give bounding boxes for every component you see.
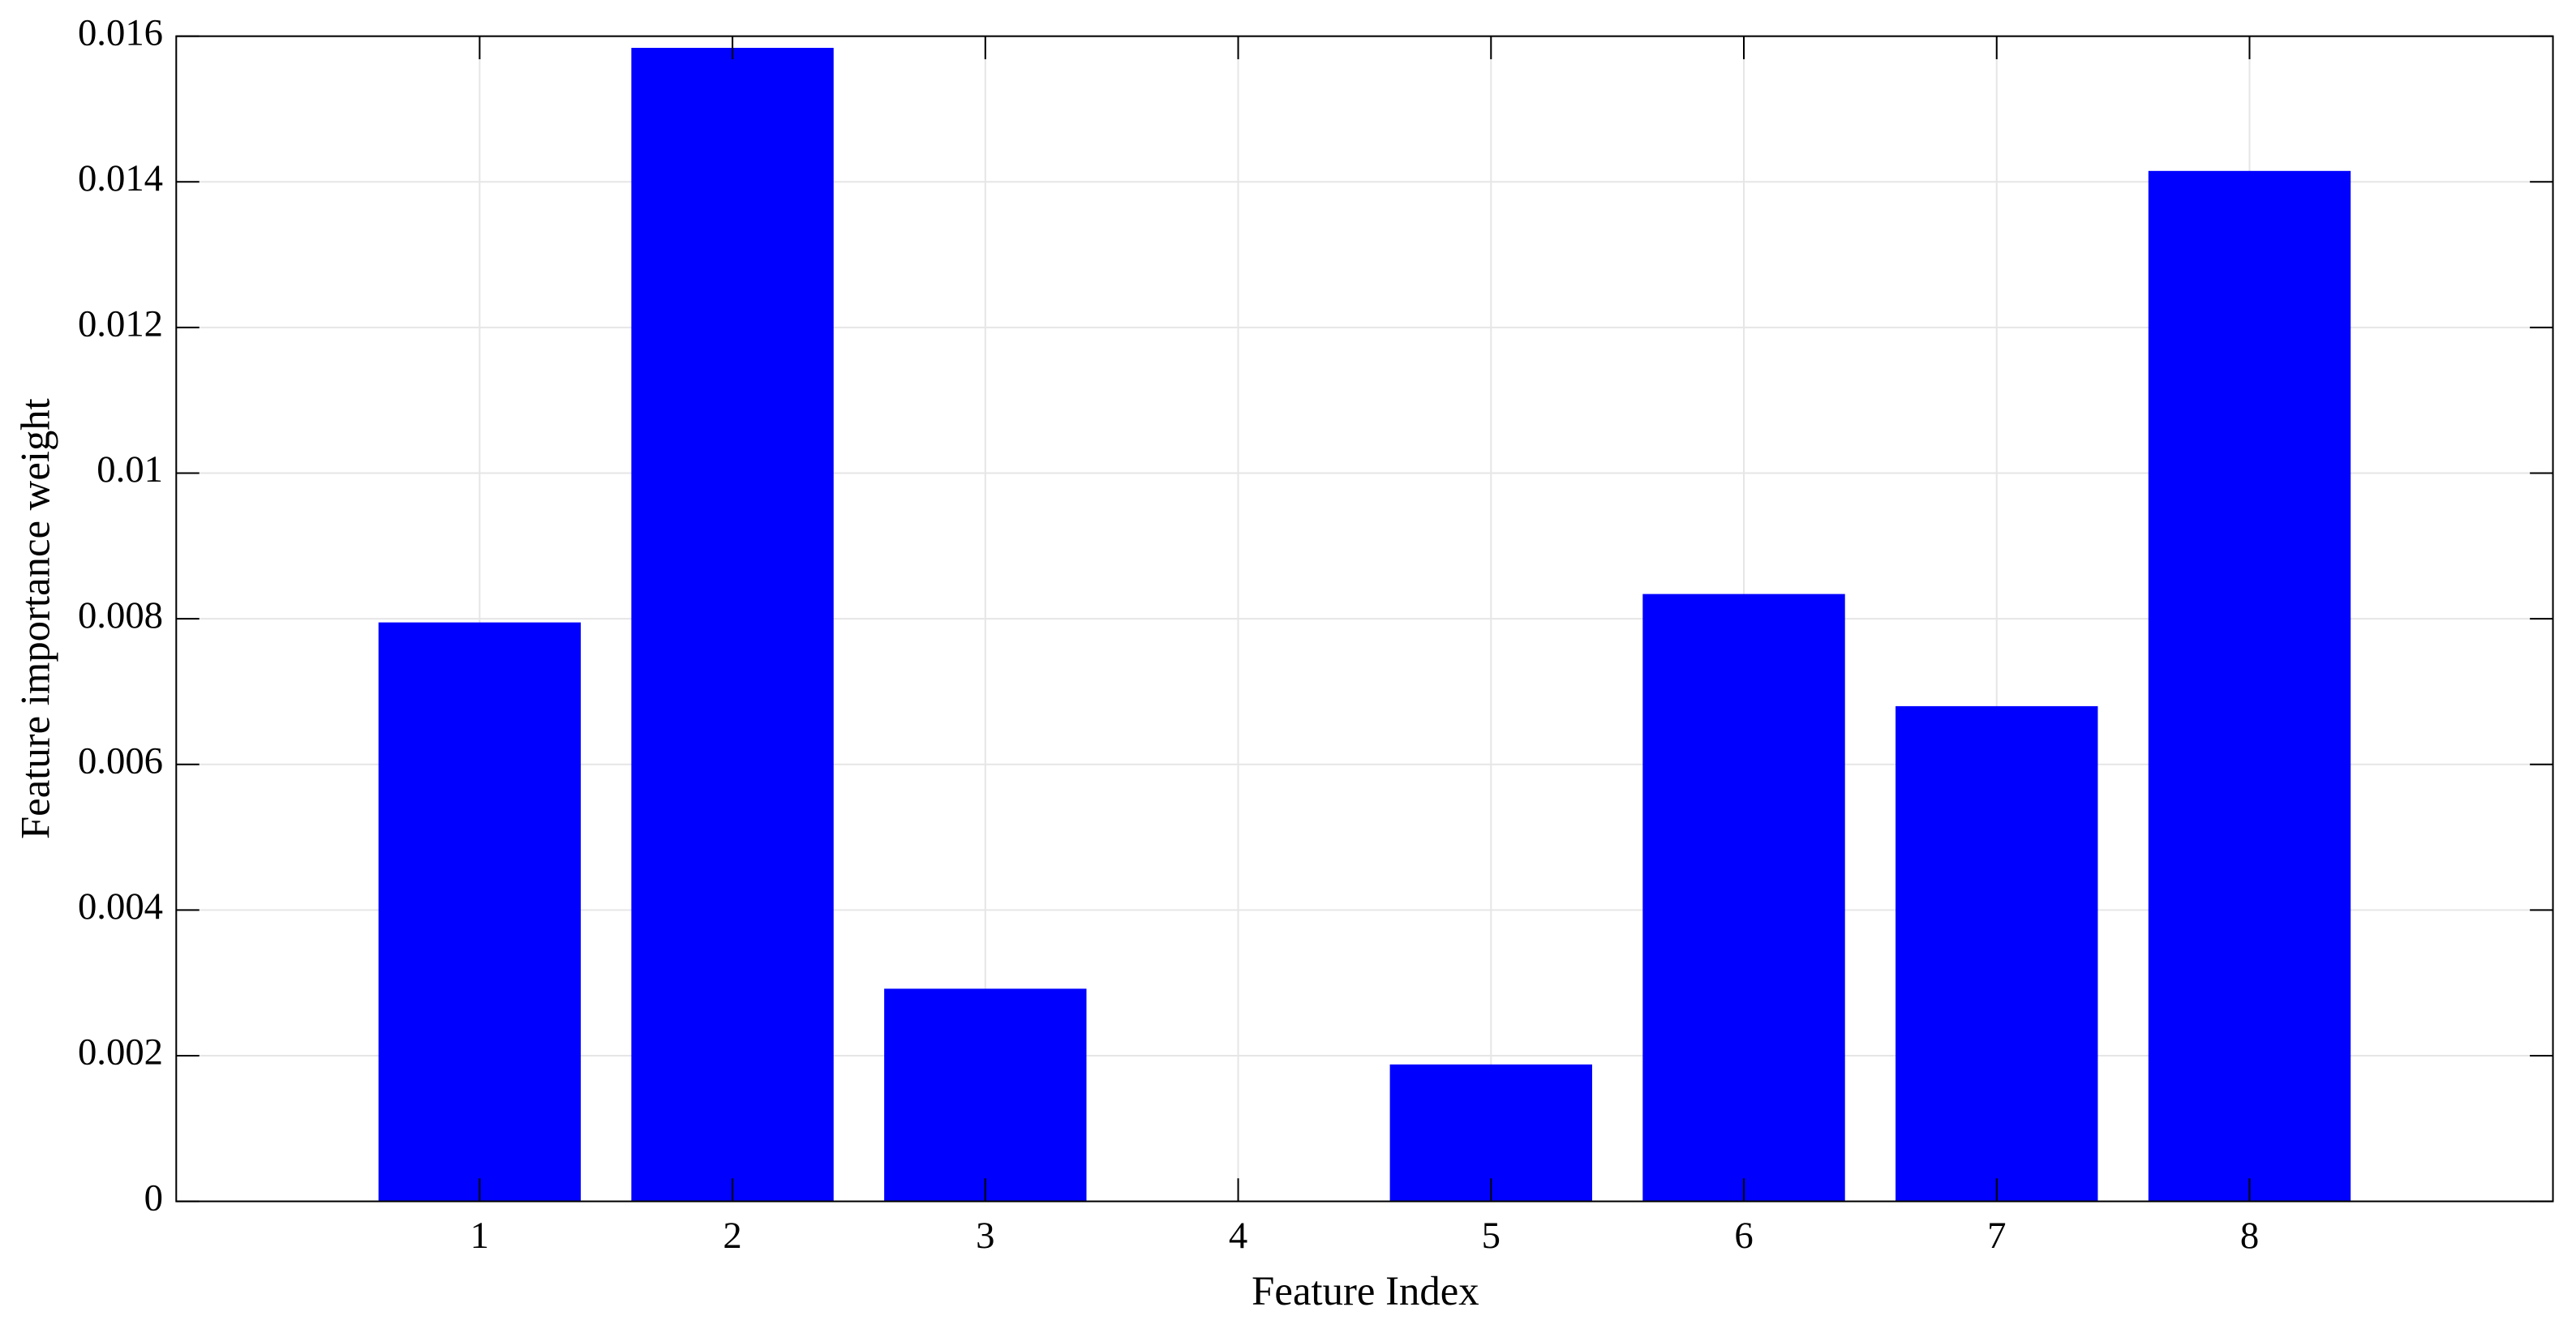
y-tick-label: 0 [144, 1177, 163, 1219]
x-tick-label: 7 [1987, 1215, 2006, 1257]
y-tick-label: 0.014 [78, 157, 163, 199]
bar [378, 622, 582, 1202]
bar [2148, 170, 2351, 1202]
x-tick-label: 2 [723, 1215, 741, 1257]
bar [1642, 594, 1845, 1202]
bar [884, 988, 1087, 1202]
bar [631, 48, 834, 1202]
bar [1896, 705, 2098, 1202]
x-tick-label: 8 [2240, 1215, 2259, 1257]
y-tick-label: 0.012 [78, 303, 163, 345]
x-tick-label: 4 [1229, 1215, 1247, 1257]
x-tick-label: 3 [976, 1215, 994, 1257]
y-tick-label: 0.016 [78, 11, 163, 54]
y-tick-label: 0.01 [97, 448, 163, 491]
x-tick-label: 1 [470, 1215, 489, 1257]
y-tick-label: 0.008 [78, 594, 163, 636]
x-tick-label: 6 [1734, 1215, 1753, 1257]
y-tick-label: 0.006 [78, 739, 163, 782]
x-tick-label: 5 [1482, 1215, 1501, 1257]
y-tick-label: 0.004 [78, 885, 163, 928]
y-tick-label: 0.002 [78, 1031, 163, 1074]
y-axis-label: Feature importance weight [12, 398, 58, 839]
x-axis-label: Feature Index [1252, 1268, 1479, 1314]
